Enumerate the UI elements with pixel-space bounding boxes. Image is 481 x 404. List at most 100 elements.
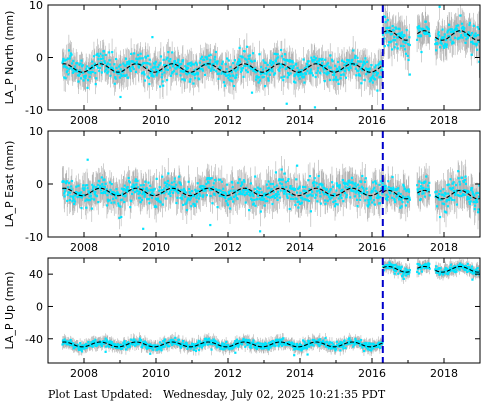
data-point	[90, 207, 93, 210]
data-point	[321, 191, 325, 194]
data-point	[418, 187, 421, 190]
data-point	[95, 77, 98, 80]
data-point	[268, 67, 271, 71]
data-point	[325, 188, 328, 191]
data-point	[254, 78, 258, 81]
data-point	[341, 59, 344, 62]
data-point	[126, 190, 129, 194]
data-point	[95, 64, 99, 67]
data-point	[81, 187, 84, 190]
data-point	[441, 37, 445, 40]
data-point	[358, 73, 361, 76]
data-point	[276, 198, 279, 201]
data-point	[313, 55, 316, 58]
data-point	[273, 186, 276, 189]
data-point	[402, 40, 405, 43]
data-point	[365, 191, 369, 194]
data-point	[342, 73, 345, 76]
data-point	[80, 196, 84, 199]
data-point	[126, 346, 129, 349]
data-point	[101, 342, 104, 345]
data-point	[464, 182, 468, 186]
data-point	[124, 194, 127, 197]
data-point	[317, 186, 320, 189]
data-point	[111, 346, 114, 349]
data-point	[276, 195, 279, 198]
data-point	[225, 183, 229, 186]
data-point	[122, 189, 125, 192]
x-tick-label: 2008	[70, 114, 98, 127]
data-point	[116, 191, 119, 194]
data-point	[263, 72, 266, 75]
data-point	[134, 178, 138, 181]
data-point	[286, 71, 290, 75]
data-point	[379, 76, 382, 79]
data-point	[245, 45, 249, 48]
data-point	[150, 72, 154, 75]
data-point	[478, 192, 480, 195]
data-point	[468, 23, 471, 27]
data-point	[421, 189, 424, 192]
data-point	[279, 178, 283, 181]
data-point	[443, 210, 446, 213]
x-tick-label: 2012	[214, 241, 242, 254]
data-point	[116, 192, 119, 195]
data-point	[155, 68, 158, 71]
data-point	[419, 198, 422, 202]
data-point	[394, 188, 398, 191]
data-point	[388, 26, 391, 29]
data-point	[91, 345, 94, 348]
data-point	[330, 58, 334, 61]
data-point	[227, 198, 230, 201]
data-point	[475, 192, 478, 195]
data-point	[267, 69, 271, 73]
data-point	[204, 56, 207, 59]
data-point	[295, 62, 298, 65]
data-point	[127, 60, 131, 63]
data-point	[80, 59, 83, 62]
data-point	[298, 77, 301, 80]
data-point	[193, 69, 196, 72]
data-point	[104, 182, 107, 185]
data-point	[108, 340, 112, 343]
data-point	[229, 75, 232, 78]
data-point	[165, 79, 169, 82]
data-point	[222, 187, 225, 190]
data-point	[452, 181, 455, 184]
data-point	[446, 183, 449, 187]
data-point	[309, 70, 312, 73]
data-point	[239, 55, 242, 58]
data-point	[441, 28, 444, 31]
data-point	[369, 197, 373, 200]
data-point	[261, 198, 265, 202]
data-point	[282, 79, 285, 82]
data-point	[349, 66, 352, 70]
data-point	[425, 30, 428, 34]
data-point	[448, 28, 451, 31]
data-point	[446, 31, 449, 34]
data-point	[468, 200, 471, 203]
data-point	[237, 181, 240, 185]
data-point	[232, 200, 235, 203]
data-point	[397, 191, 400, 194]
data-point	[61, 61, 64, 64]
data-point	[161, 73, 164, 76]
data-point	[300, 72, 303, 75]
data-point	[328, 78, 332, 82]
data-point	[260, 71, 264, 75]
data-point	[469, 196, 472, 199]
data-point	[331, 60, 334, 63]
data-point	[369, 195, 372, 198]
data-point	[104, 337, 107, 340]
data-point	[261, 76, 264, 79]
data-point	[216, 62, 219, 65]
data-point	[72, 196, 75, 200]
data-point	[408, 73, 411, 76]
data-point	[162, 188, 165, 191]
data-point	[146, 198, 149, 201]
data-point	[108, 345, 111, 348]
data-point	[271, 202, 274, 206]
data-point	[406, 200, 409, 204]
data-point	[300, 69, 303, 72]
data-point	[148, 202, 151, 205]
